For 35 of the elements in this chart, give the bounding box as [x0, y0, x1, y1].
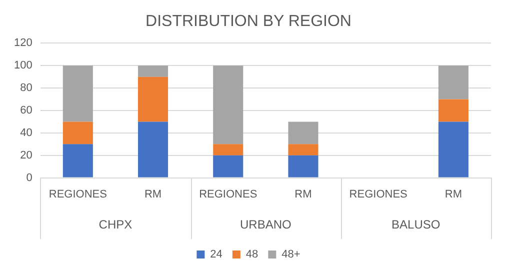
y-tick-label: 0: [26, 172, 32, 184]
text: URBANO: [240, 217, 292, 232]
text: CHPX: [98, 217, 132, 232]
bar: [62, 144, 93, 178]
x-tick-label: RM: [144, 188, 162, 200]
bar: [138, 66, 168, 77]
y-tick-label: 120: [14, 37, 32, 50]
bar: [438, 99, 468, 122]
y-tick-label: 40: [20, 126, 32, 139]
y-tick-label: 20: [20, 149, 32, 162]
x-tick-label: RM: [444, 188, 462, 200]
bar: [138, 122, 168, 178]
bar: [138, 76, 168, 122]
y-tick-label: 100: [14, 60, 32, 72]
bar: [62, 66, 93, 122]
legend-label: 24: [210, 248, 222, 261]
bar: [438, 66, 468, 100]
bar: [213, 144, 244, 156]
x-tick-label: REGIONES: [349, 188, 408, 200]
text: BALUSO: [392, 217, 440, 232]
y-tick-label: 60: [20, 104, 32, 117]
x-tick-label: REGIONES: [48, 188, 107, 200]
bar: [213, 155, 244, 178]
bar: [288, 155, 318, 178]
x-tick-label: RM: [294, 188, 312, 200]
legend-label: 48: [246, 248, 258, 261]
bar: [288, 122, 318, 144]
bar: [288, 144, 318, 156]
bar: [438, 122, 468, 178]
y-tick-label: 80: [20, 82, 32, 94]
x-tick-label: REGIONES: [199, 188, 258, 200]
bar: [62, 122, 93, 144]
chart-title: DISTRIBUTION BY REGION: [146, 13, 352, 30]
legend-label: 48+: [282, 248, 300, 261]
bar: [213, 66, 244, 144]
